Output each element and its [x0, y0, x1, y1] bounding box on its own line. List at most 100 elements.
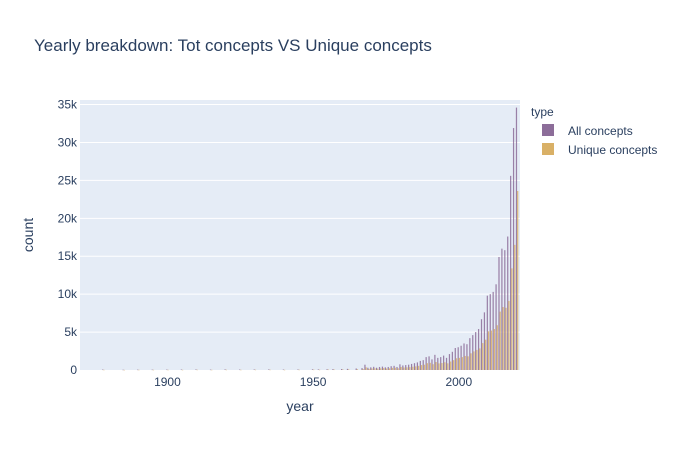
bar-unique-concepts[interactable] — [342, 369, 344, 370]
bar-unique-concepts[interactable] — [482, 343, 484, 370]
bar-unique-concepts[interactable] — [511, 268, 513, 370]
bar-unique-concepts[interactable] — [479, 348, 481, 370]
bar-all-concepts[interactable] — [492, 291, 494, 370]
bar-unique-concepts[interactable] — [356, 369, 359, 370]
bar-all-concepts[interactable] — [378, 366, 381, 370]
bar-unique-concepts[interactable] — [476, 349, 478, 370]
bar-unique-concepts[interactable] — [377, 368, 379, 370]
bar-all-concepts[interactable] — [393, 365, 395, 370]
bar-all-concepts[interactable] — [486, 295, 488, 370]
bar-all-concepts[interactable] — [137, 369, 139, 371]
bar-all-concepts[interactable] — [512, 128, 515, 370]
bar-unique-concepts[interactable] — [412, 366, 414, 370]
bar-all-concepts[interactable] — [454, 348, 456, 370]
bar-all-concepts[interactable] — [510, 175, 512, 370]
bar-all-concepts[interactable] — [361, 368, 363, 370]
bar-unique-concepts[interactable] — [490, 330, 493, 370]
bar-all-concepts[interactable] — [402, 365, 404, 370]
bar-unique-concepts[interactable] — [181, 369, 184, 371]
bar-all-concepts[interactable] — [451, 351, 453, 370]
bar-unique-concepts[interactable] — [450, 361, 452, 370]
bar-unique-concepts[interactable] — [444, 362, 446, 370]
legend-label-all-concepts[interactable]: All concepts — [568, 124, 633, 138]
bar-unique-concepts[interactable] — [225, 369, 227, 371]
legend-swatch-unique-concepts[interactable] — [542, 143, 554, 155]
bar-unique-concepts[interactable] — [487, 331, 490, 370]
bar-all-concepts[interactable] — [413, 363, 416, 370]
bar-unique-concepts[interactable] — [441, 363, 443, 370]
bar-all-concepts[interactable] — [408, 364, 410, 370]
bar-all-concepts[interactable] — [102, 369, 104, 371]
bar-all-concepts[interactable] — [463, 343, 465, 370]
bar-unique-concepts[interactable] — [455, 358, 458, 370]
bar-unique-concepts[interactable] — [397, 368, 399, 370]
legend-label-unique-concepts[interactable]: Unique concepts — [568, 143, 657, 157]
bar-unique-concepts[interactable] — [496, 325, 498, 370]
bar-unique-concepts[interactable] — [333, 369, 335, 371]
bar-all-concepts[interactable] — [341, 369, 343, 370]
bar-unique-concepts[interactable] — [508, 300, 510, 370]
bar-all-concepts[interactable] — [425, 357, 427, 370]
bar-all-concepts[interactable] — [437, 357, 439, 370]
bar-all-concepts[interactable] — [332, 369, 334, 370]
bar-all-concepts[interactable] — [416, 362, 419, 370]
bar-unique-concepts[interactable] — [327, 369, 329, 371]
bar-all-concepts[interactable] — [355, 368, 357, 370]
bar-unique-concepts[interactable] — [313, 369, 315, 371]
bar-all-concepts[interactable] — [166, 369, 168, 371]
bar-all-concepts[interactable] — [469, 338, 471, 370]
bar-all-concepts[interactable] — [504, 250, 506, 370]
bar-unique-concepts[interactable] — [461, 357, 463, 370]
bar-all-concepts[interactable] — [495, 284, 497, 370]
bar-unique-concepts[interactable] — [103, 369, 105, 371]
bar-unique-concepts[interactable] — [269, 369, 271, 371]
bar-all-concepts[interactable] — [180, 369, 182, 371]
bar-unique-concepts[interactable] — [138, 369, 140, 371]
bar-all-concepts[interactable] — [419, 360, 421, 370]
bar-unique-concepts[interactable] — [514, 244, 516, 370]
bar-all-concepts[interactable] — [410, 363, 413, 370]
bar-all-concepts[interactable] — [457, 347, 459, 370]
bar-unique-concepts[interactable] — [394, 367, 396, 370]
bar-unique-concepts[interactable] — [385, 368, 388, 370]
bar-all-concepts[interactable] — [317, 369, 319, 370]
bar-unique-concepts[interactable] — [423, 364, 426, 370]
bar-all-concepts[interactable] — [151, 369, 153, 371]
bar-unique-concepts[interactable] — [499, 311, 501, 370]
bar-unique-concepts[interactable] — [426, 363, 428, 370]
bar-unique-concepts[interactable] — [415, 366, 417, 370]
bar-unique-concepts[interactable] — [123, 369, 125, 371]
bar-all-concepts[interactable] — [428, 356, 430, 370]
bar-unique-concepts[interactable] — [254, 369, 257, 371]
bar-all-concepts[interactable] — [501, 248, 503, 370]
bar-all-concepts[interactable] — [375, 367, 378, 370]
bar-all-concepts[interactable] — [122, 369, 124, 371]
bar-unique-concepts[interactable] — [403, 367, 405, 370]
bar-all-concepts[interactable] — [381, 366, 384, 370]
bar-unique-concepts[interactable] — [380, 368, 382, 370]
bar-all-concepts[interactable] — [515, 107, 518, 371]
bar-unique-concepts[interactable] — [196, 369, 198, 371]
bar-all-concepts[interactable] — [390, 366, 392, 370]
bar-all-concepts[interactable] — [364, 364, 366, 370]
bar-all-concepts[interactable] — [431, 359, 433, 370]
bar-all-concepts[interactable] — [472, 335, 474, 370]
bar-all-concepts[interactable] — [367, 367, 369, 370]
bar-all-concepts[interactable] — [396, 366, 398, 370]
bar-all-concepts[interactable] — [466, 344, 468, 370]
bar-unique-concepts[interactable] — [452, 360, 455, 370]
bar-unique-concepts[interactable] — [348, 369, 350, 370]
bar-all-concepts[interactable] — [370, 367, 372, 370]
bar-unique-concepts[interactable] — [211, 369, 213, 371]
bar-all-concepts[interactable] — [445, 357, 448, 370]
bar-unique-concepts[interactable] — [438, 363, 440, 370]
bar-all-concepts[interactable] — [498, 256, 500, 370]
bar-unique-concepts[interactable] — [371, 368, 373, 370]
bar-unique-concepts[interactable] — [400, 366, 402, 370]
bar-all-concepts[interactable] — [195, 369, 197, 370]
bar-unique-concepts[interactable] — [485, 339, 487, 370]
bar-all-concepts[interactable] — [253, 369, 255, 370]
bar-unique-concepts[interactable] — [420, 365, 423, 370]
bar-all-concepts[interactable] — [448, 354, 451, 370]
bar-unique-concepts[interactable] — [435, 362, 437, 370]
